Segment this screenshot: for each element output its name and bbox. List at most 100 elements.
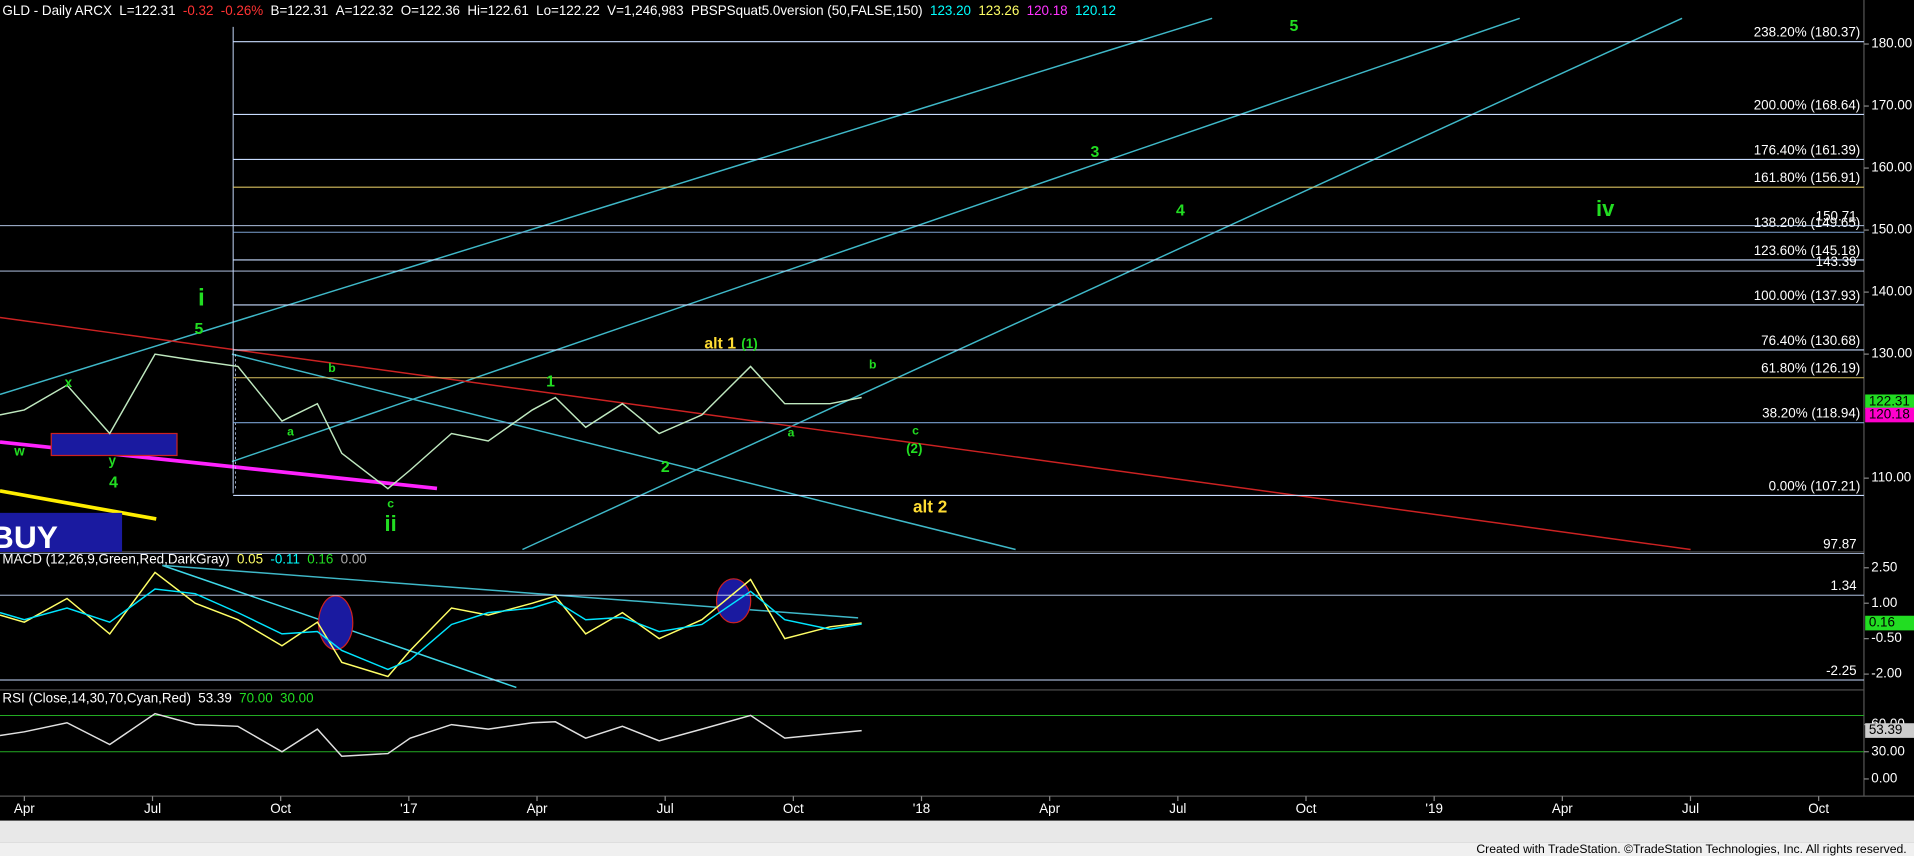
- title-part: L=122.31: [119, 3, 175, 18]
- wave-label: 2: [661, 459, 670, 476]
- title-part: Hi=122.61: [467, 3, 528, 18]
- x-tick-label: '19: [1425, 801, 1442, 816]
- x-tick-label: '18: [913, 801, 930, 816]
- title-part: 53.39: [198, 690, 232, 705]
- channel-line: [0, 17, 1213, 396]
- value-marker: [1865, 394, 1914, 410]
- x-tick-label: Oct: [1296, 801, 1317, 816]
- title-part: PBSPSquat5.0version (50,FALSE,150): [691, 3, 923, 18]
- y-tick-label: 140.00: [1871, 284, 1912, 299]
- x-tick-label: Oct: [1808, 801, 1829, 816]
- wave-label: 5: [195, 321, 204, 338]
- y-tick-label: -2.00: [1871, 666, 1902, 681]
- data-line: [0, 588, 862, 671]
- title-part: 120.12: [1075, 3, 1116, 18]
- x-tick-label: Apr: [14, 801, 35, 816]
- wave-label: y: [109, 453, 117, 468]
- y-tick-label: 110.00: [1871, 470, 1911, 485]
- fib-label: 176.40% (161.39): [1754, 142, 1861, 157]
- fib-label: 76.40% (130.68): [1761, 333, 1860, 348]
- x-tick-label: '17: [400, 801, 417, 816]
- wave-label: c: [912, 423, 919, 437]
- y-tick-label: 180.00: [1871, 36, 1912, 51]
- wave-label: (1): [741, 336, 757, 351]
- wave-label: i: [198, 285, 205, 312]
- value-marker: [1865, 407, 1914, 423]
- y-tick-label: 150.00: [1871, 222, 1912, 237]
- title-part: O=122.36: [401, 3, 460, 18]
- level-label: 1.34: [1831, 578, 1858, 593]
- y-tick-label: 130.00: [1871, 346, 1912, 361]
- wave-label: a: [287, 424, 294, 438]
- trend-line: [0, 316, 1691, 551]
- wave-label: BUY: [0, 519, 58, 555]
- value-marker: [1865, 615, 1914, 631]
- channel-line: [231, 353, 1016, 551]
- value-marker: [1865, 723, 1914, 738]
- zone-box: [50, 432, 178, 457]
- wave-label: alt 1: [704, 336, 736, 353]
- value-marker-label: 53.39: [1869, 722, 1903, 737]
- y-tick-label: 0.00: [1871, 770, 1897, 785]
- wave-label: c: [387, 497, 394, 511]
- wave-label: 4: [109, 475, 118, 492]
- y-tick-label: 160.00: [1871, 160, 1912, 175]
- title-part: -0.11: [270, 551, 300, 566]
- x-tick-label: Jul: [1682, 801, 1699, 816]
- title-part: 123.26: [978, 3, 1019, 18]
- wave-label: b: [869, 357, 876, 371]
- title-part: RSI (Close,14,30,70,Cyan,Red): [2, 690, 190, 705]
- value-marker-label: 122.31: [1869, 393, 1910, 408]
- panel-title: MACD (12,26,9,Green,Red,DarkGray) 0.05 -0.…: [2, 551, 366, 566]
- fib-label: 0.00% (107.21): [1769, 478, 1861, 493]
- fib-label: 123.60% (145.18): [1754, 243, 1861, 258]
- channel-line: [231, 17, 1520, 463]
- panel-title: RSI (Close,14,30,70,Cyan,Red) 53.39 70.00 3…: [2, 690, 313, 705]
- data-line: [0, 712, 862, 757]
- y-tick-label: 1.00: [1871, 595, 1897, 610]
- wave-label: w: [13, 443, 25, 458]
- x-tick-label: Jul: [657, 801, 674, 816]
- macd-highlight: [317, 595, 354, 651]
- fib-label: 138.20% (149.65): [1754, 215, 1861, 230]
- price-label: 97.87: [1823, 536, 1857, 551]
- y-tick-label: -0.50: [1871, 630, 1902, 645]
- title-part: B=122.31: [271, 3, 329, 18]
- fib-label: 100.00% (137.93): [1754, 288, 1861, 303]
- wave-label: 1: [546, 373, 555, 390]
- wave-label: 5: [1289, 18, 1298, 35]
- y-tick-label: 2.50: [1871, 559, 1897, 574]
- title-part: 30.00: [280, 690, 314, 705]
- scrollbar[interactable]: [0, 820, 1914, 843]
- footer-bar: [0, 842, 1914, 856]
- x-tick-label: Jul: [1169, 801, 1186, 816]
- x-tick-label: Apr: [1039, 801, 1060, 816]
- trend-line: [0, 489, 157, 521]
- wave-label: ii: [385, 511, 397, 536]
- value-marker-label: 0.16: [1869, 615, 1895, 630]
- title-part: V=1,246,983: [607, 3, 683, 18]
- price-label: 143.39: [1816, 254, 1857, 269]
- fib-label: 200.00% (168.64): [1754, 97, 1861, 112]
- title-part: 0.16: [307, 551, 333, 566]
- fib-label: 238.20% (180.37): [1754, 25, 1861, 40]
- title-part: 0.05: [237, 551, 263, 566]
- x-tick-label: Apr: [527, 801, 548, 816]
- x-tick-label: Oct: [270, 801, 291, 816]
- footer: Created with TradeStation. ©TradeStation…: [1476, 842, 1906, 856]
- fib-label: 38.20% (118.94): [1762, 406, 1860, 421]
- title-part: -0.26%: [221, 3, 264, 18]
- x-tick-label: Oct: [783, 801, 804, 816]
- wave-label: a: [788, 426, 795, 440]
- title-part: -0.32: [183, 3, 214, 18]
- data-line: [0, 353, 862, 490]
- wave-label: b: [328, 361, 335, 375]
- macd-highlight: [715, 578, 752, 624]
- title-part: GLD - Daily ARCX: [2, 3, 112, 18]
- wave-label: alt 2: [913, 497, 947, 516]
- title-part: 70.00: [239, 690, 273, 705]
- trendlines: [0, 17, 1691, 689]
